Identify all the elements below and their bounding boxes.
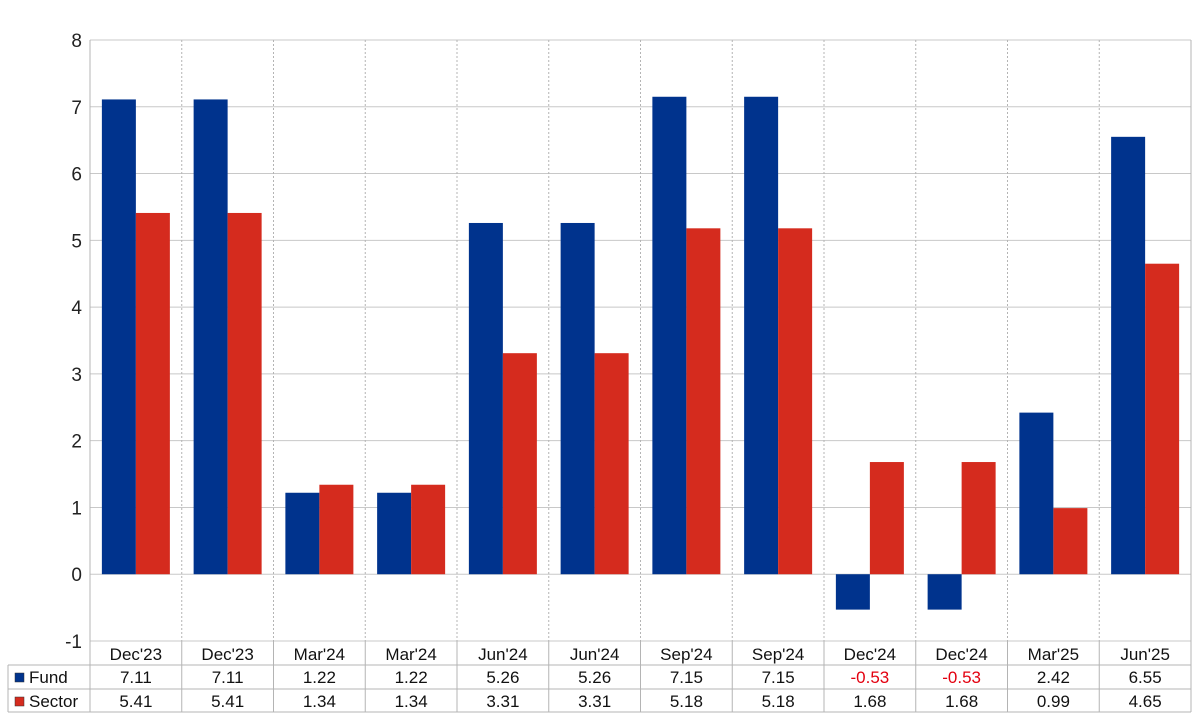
bar-sector — [869, 462, 904, 575]
data-label-fund: 7.11 — [120, 668, 152, 687]
data-label-sector: 3.31 — [486, 692, 519, 711]
grid — [89, 39, 1192, 642]
data-label-sector: 5.41 — [119, 692, 152, 711]
bar-sector — [1145, 263, 1180, 575]
bars — [101, 96, 1180, 610]
data-label-fund: 7.15 — [670, 668, 703, 687]
x-tick-label: Jun'24 — [570, 645, 620, 664]
y-tick-label: 5 — [71, 231, 82, 252]
y-tick-label: 4 — [71, 298, 82, 319]
bar-sector — [1053, 508, 1088, 575]
legend-swatch-sector — [14, 696, 25, 707]
bar-fund — [193, 99, 228, 575]
x-tick-label: Dec'23 — [110, 645, 162, 664]
data-table: Dec'23 Dec'23 Mar'24 Mar'24 Jun'24 Jun'24 Sep'… — [7, 641, 1192, 713]
x-tick-label: Dec'24 — [844, 645, 896, 664]
bar-fund — [1111, 136, 1146, 575]
x-tick-label: Sep'24 — [660, 645, 712, 664]
bar-sector — [502, 353, 537, 575]
y-tick-label: 3 — [71, 365, 82, 386]
y-tick-label: -1 — [65, 632, 82, 653]
data-label-fund: 7.15 — [762, 668, 795, 687]
data-label-sector: 1.34 — [303, 692, 336, 711]
data-label-fund: -0.53 — [942, 668, 981, 687]
data-label-fund: 2.42 — [1037, 668, 1070, 687]
bar-fund — [560, 222, 595, 575]
data-label-fund: 7.11 — [212, 668, 244, 687]
y-tick-label: 0 — [71, 565, 82, 586]
x-tick-label: Mar'25 — [1028, 645, 1079, 664]
bar-sector — [778, 228, 813, 575]
data-label-sector: 0.99 — [1037, 692, 1070, 711]
legend-swatch-fund — [14, 672, 25, 683]
x-tick-label: Jun'24 — [478, 645, 528, 664]
bar-sector — [686, 228, 721, 575]
bar-sector — [227, 212, 262, 575]
bar-fund — [652, 96, 687, 575]
bar-fund — [101, 99, 136, 575]
bar-sector — [135, 212, 170, 575]
bar-fund — [285, 492, 320, 575]
y-tick-label: 6 — [71, 165, 82, 186]
data-label-sector: 5.18 — [670, 692, 703, 711]
data-label-sector: 5.18 — [762, 692, 795, 711]
data-label-sector: 1.68 — [853, 692, 886, 711]
bar-sector — [961, 462, 996, 575]
data-label-sector: 5.41 — [211, 692, 244, 711]
data-label-sector: 1.34 — [395, 692, 428, 711]
data-label-fund: 6.55 — [1129, 668, 1162, 687]
data-label-sector: 4.65 — [1129, 692, 1162, 711]
x-tick-label: Jun'25 — [1120, 645, 1170, 664]
bar-sector — [594, 353, 629, 575]
bar-fund — [377, 492, 412, 575]
bar-sector — [319, 484, 354, 575]
y-tick-label: 8 — [71, 31, 82, 52]
x-tick-label: Sep'24 — [752, 645, 804, 664]
bar-fund — [468, 222, 503, 575]
data-label-fund: 5.26 — [578, 668, 611, 687]
y-axis: -1 0 1 2 3 4 5 6 7 8 — [65, 31, 82, 653]
legend-label-fund: Fund — [29, 668, 68, 687]
y-tick-label: 1 — [71, 498, 82, 519]
y-tick-label: 7 — [71, 98, 82, 119]
bar-fund — [835, 574, 870, 610]
data-label-sector: 3.31 — [578, 692, 611, 711]
bar-fund — [927, 574, 962, 610]
legend-label-sector: Sector — [29, 692, 78, 711]
bar-sector — [411, 484, 446, 575]
data-label-fund: -0.53 — [851, 668, 890, 687]
x-tick-label: Mar'24 — [385, 645, 436, 664]
x-tick-label: Mar'24 — [294, 645, 345, 664]
data-label-fund: 1.22 — [303, 668, 336, 687]
data-label-sector: 1.68 — [945, 692, 978, 711]
x-tick-label: Dec'23 — [201, 645, 253, 664]
y-tick-label: 2 — [71, 432, 82, 453]
bar-fund — [744, 96, 779, 575]
data-label-fund: 1.22 — [395, 668, 428, 687]
data-label-fund: 5.26 — [486, 668, 519, 687]
x-tick-label: Dec'24 — [935, 645, 987, 664]
bar-fund — [1019, 412, 1054, 575]
